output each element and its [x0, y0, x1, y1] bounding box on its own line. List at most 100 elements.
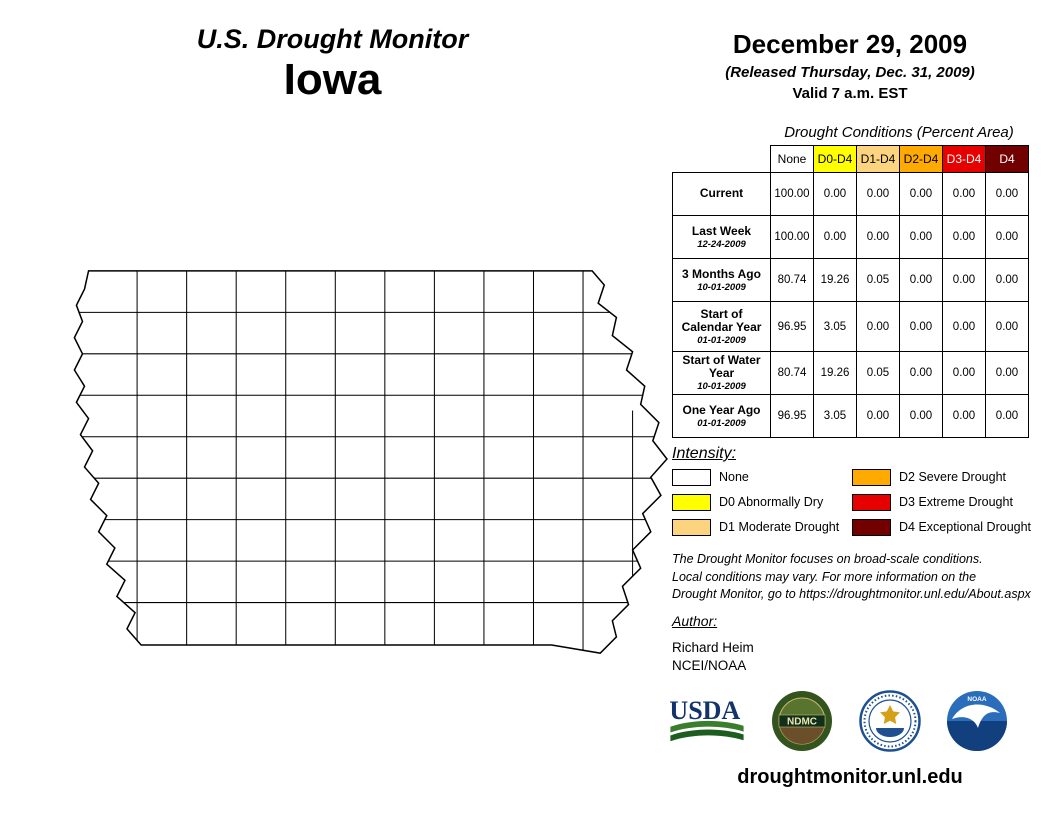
agency-logos: USDA NDMC NOAA: [668, 690, 1008, 752]
table-cell: 0.00: [985, 172, 1029, 216]
drought-conditions-table: None D0-D4 D1-D4 D2-D4 D3-D4 D4 Current …: [672, 145, 1029, 438]
table-cell: 0.00: [985, 258, 1029, 302]
row-label-cell: Last Week 12-24-2009: [672, 215, 771, 259]
legend-item-d2: D2 Severe Drought: [852, 468, 1032, 486]
table-cell: 96.95: [770, 394, 814, 438]
legend-label: None: [719, 470, 749, 484]
legend-swatch-d2: [852, 468, 891, 486]
table-cell: 0.00: [899, 172, 943, 216]
table-cell: 0.00: [856, 394, 900, 438]
usda-logo: USDA: [669, 696, 744, 742]
table-row-one-year-ago: One Year Ago 01-01-2009 96.95 3.05 0.00 …: [672, 394, 1029, 438]
legend-column-left: None D0 Abnormally Dry D1 Moderate Droug…: [672, 468, 852, 544]
table-cell: 100.00: [770, 215, 814, 259]
legend-swatch-d4: [852, 518, 891, 536]
ndmc-logo-text: NDMC: [787, 717, 817, 728]
footer-url: droughtmonitor.unl.edu: [737, 766, 963, 788]
column-header-d4: D4: [985, 145, 1029, 173]
author-block: Author: Richard Heim NCEI/NOAA: [672, 613, 754, 675]
legend-item-d0: D0 Abnormally Dry: [672, 493, 852, 511]
column-header-none: None: [770, 145, 814, 173]
report-header-right: December 29, 2009 (Released Thursday, De…: [672, 30, 1028, 102]
row-label: Current: [699, 186, 744, 200]
column-header-d1d4: D1-D4: [856, 145, 900, 173]
table-cell: 0.00: [899, 394, 943, 438]
disclaimer-line-3: Drought Monitor, go to https://droughtmo…: [672, 587, 1031, 601]
legend-label: D0 Abnormally Dry: [719, 495, 824, 509]
table-cell: 0.00: [942, 215, 986, 259]
table-cell: 0.00: [985, 215, 1029, 259]
noaa-gull-shape: [951, 704, 1000, 728]
table-title: Drought Conditions (Percent Area): [784, 124, 1014, 141]
valid-time: Valid 7 a.m. EST: [792, 85, 908, 102]
legend-swatch-none: [672, 468, 711, 486]
column-header-d0d4: D0-D4: [813, 145, 857, 173]
report-header-left: U.S. Drought Monitor Iowa: [95, 24, 570, 104]
author-name: Richard Heim: [672, 640, 754, 655]
disclaimer-line-1: The Drought Monitor focuses on broad-sca…: [672, 552, 983, 566]
table-row-current: Current 100.00 0.00 0.00 0.00 0.00 0.00: [672, 172, 1029, 216]
table-cell: 80.74: [770, 258, 814, 302]
legend-item-d1: D1 Moderate Drought: [672, 518, 852, 536]
table-cell: 0.00: [942, 351, 986, 395]
table-row-start-calendar-year: Start of Calendar Year 01-01-2009 96.95 …: [672, 301, 1029, 352]
table-cell: 0.00: [985, 301, 1029, 352]
row-label-cell: Start of Calendar Year 01-01-2009: [672, 301, 771, 352]
ndmc-logo: NDMC: [772, 691, 833, 751]
usda-swoosh-bottom: [670, 729, 744, 742]
commerce-sea-emblem: [875, 728, 904, 737]
table-cell: 80.74: [770, 351, 814, 395]
noaa-logo-text: NOAA: [967, 696, 986, 703]
table-cell: 0.05: [856, 351, 900, 395]
report-date: December 29, 2009: [732, 29, 968, 59]
table-corner-cell: [673, 146, 771, 173]
iowa-drought-map: [38, 258, 670, 664]
table-cell: 0.00: [899, 351, 943, 395]
legend-swatch-d3: [852, 493, 891, 511]
report-title: U.S. Drought Monitor: [196, 24, 469, 54]
row-label: One Year Ago: [682, 402, 761, 417]
legend-item-d3: D3 Extreme Drought: [852, 493, 1032, 511]
table-header-row: None D0-D4 D1-D4 D2-D4 D3-D4 D4: [673, 145, 1029, 173]
table-cell: 0.00: [942, 301, 986, 352]
legend-column-right: D2 Severe Drought D3 Extreme Drought D4 …: [852, 468, 1032, 544]
row-label-cell: Current: [672, 172, 771, 216]
table-cell: 0.00: [985, 394, 1029, 438]
table-cell: 0.00: [985, 351, 1029, 395]
table-cell: 0.05: [856, 258, 900, 302]
row-label-cell: 3 Months Ago 10-01-2009: [672, 258, 771, 302]
table-cell: 100.00: [770, 172, 814, 216]
legend-label: D4 Exceptional Drought: [899, 520, 1032, 534]
column-header-d2d4: D2-D4: [899, 145, 943, 173]
legend-label: D2 Severe Drought: [899, 470, 1007, 484]
table-cell: 19.26: [813, 258, 857, 302]
table-cell: 0.00: [942, 172, 986, 216]
region-title: Iowa: [283, 55, 382, 104]
table-cell: 19.26: [813, 351, 857, 395]
author-organization: NCEI/NOAA: [672, 658, 747, 673]
usda-logo-text: USDA: [669, 696, 740, 725]
legend-swatch-d1: [672, 518, 711, 536]
table-cell: 0.00: [899, 215, 943, 259]
table-cell: 96.95: [770, 301, 814, 352]
state-outline-fill: [74, 270, 667, 654]
commerce-seal-text-ring: [863, 694, 917, 748]
table-row-3-months-ago: 3 Months Ago 10-01-2009 80.74 19.26 0.05…: [672, 258, 1029, 302]
intensity-title: Intensity:: [672, 445, 737, 462]
legend-label: D3 Extreme Drought: [899, 495, 1013, 509]
table-cell: 3.05: [813, 301, 857, 352]
table-row-start-water-year: Start of Water Year 10-01-2009 80.74 19.…: [672, 351, 1029, 395]
ndmc-banner: [779, 714, 826, 728]
row-label: Start of Calendar Year: [681, 306, 762, 334]
legend-item-none: None: [672, 468, 852, 486]
row-label: 3 Months Ago: [682, 266, 761, 281]
table-cell: 0.00: [942, 394, 986, 438]
legend-label: D1 Moderate Drought: [719, 520, 840, 534]
noaa-logo: NOAA: [946, 691, 1007, 751]
author-heading: Author:: [672, 613, 718, 629]
row-date: 12-24-2009: [697, 238, 746, 250]
usda-swoosh-top: [670, 720, 744, 733]
iowa-map-svg: [73, 270, 668, 654]
table-cell: 3.05: [813, 394, 857, 438]
release-date: (Released Thursday, Dec. 31, 2009): [725, 64, 975, 81]
